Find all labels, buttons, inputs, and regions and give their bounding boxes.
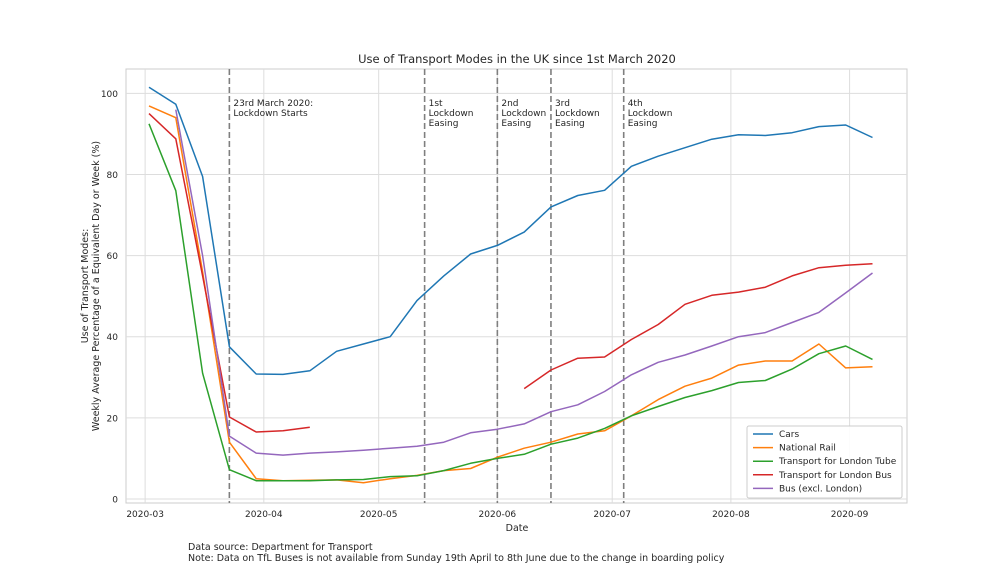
legend-label: Transport for London Tube (778, 457, 897, 467)
event-label: Easing (501, 119, 531, 129)
y-tick-label: 20 (107, 414, 119, 424)
event-label: Easing (555, 119, 585, 129)
event-label: Easing (628, 119, 658, 129)
series-line (148, 113, 310, 433)
data-source-note: Data source: Department for Transport (188, 542, 373, 553)
event-label: Lockdown (429, 109, 474, 119)
y-axis-label-line-2: Weekly Average Percentage of a Equivalen… (91, 141, 102, 431)
y-tick-label: 60 (107, 252, 119, 262)
event-label: Easing (429, 119, 459, 129)
lockdown-events: 23rd March 2020:Lockdown Starts1stLockdo… (228, 69, 673, 503)
event-label: 2nd (501, 99, 518, 109)
x-tick-label: 2020-08 (712, 510, 750, 520)
event-label: 23rd March 2020: (233, 99, 313, 109)
event-label: 1st (429, 99, 443, 109)
x-tick-label: 2020-09 (831, 510, 869, 520)
series-line (148, 123, 873, 482)
tfl-bus-note: Note: Data on TfL Buses is not available… (188, 553, 725, 564)
event-label: Lockdown (555, 109, 600, 119)
event-label: Lockdown (628, 109, 673, 119)
event-label: 4th (628, 99, 643, 109)
x-tick-label: 2020-07 (593, 510, 631, 520)
x-tick-label: 2020-05 (360, 510, 398, 520)
y-tick-label: 100 (101, 90, 118, 100)
series-line (148, 86, 873, 376)
x-axis-label: Date (506, 523, 529, 534)
series-line (523, 262, 873, 390)
y-tick-label: 40 (107, 333, 119, 343)
y-tick-label: 0 (112, 495, 118, 505)
x-tick-label: 2020-04 (245, 510, 283, 520)
series-line (175, 109, 873, 456)
legend-label: Bus (excl. London) (779, 484, 862, 494)
legend-label: Cars (779, 430, 799, 440)
x-tick-label: 2020-03 (126, 510, 164, 520)
y-tick-label: 80 (107, 171, 119, 181)
series-lines (148, 86, 873, 484)
event-label: Lockdown Starts (233, 109, 308, 119)
x-tick-label: 2020-06 (479, 510, 517, 520)
event-label: Lockdown (501, 109, 546, 119)
legend-box (746, 425, 903, 499)
event-label: 3rd (555, 99, 570, 109)
chart-title: Use of Transport Modes in the UK since 1… (358, 52, 676, 66)
y-axis-label: Use of Transport Modes: Weekly Average P… (80, 141, 102, 431)
y-axis-label-line-1: Use of Transport Modes: (80, 229, 91, 344)
axis-ticks: 2020-03 2020-04 2020-05 2020-06 2020-07 2020-… (101, 90, 869, 520)
legend-label: National Rail (779, 444, 836, 454)
legend-label: Transport for London Bus (778, 471, 892, 481)
series-line (148, 105, 873, 484)
legend: Cars National Rail Transport for London Tu… (746, 425, 903, 499)
